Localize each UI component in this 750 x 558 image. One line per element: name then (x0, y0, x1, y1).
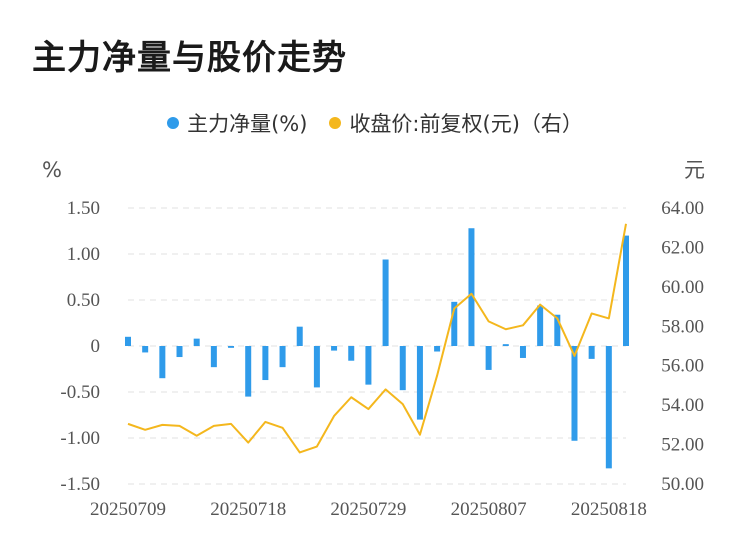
x-tick-label: 20250718 (210, 499, 286, 520)
right-tick-label: 58.00 (661, 316, 704, 337)
chart-title: 主力净量与股价走势 (32, 38, 347, 78)
net-flow-bar (434, 346, 441, 352)
right-tick-label: 50.00 (661, 474, 704, 495)
net-flow-bar (537, 305, 544, 346)
net-flow-bar (451, 301, 458, 346)
net-flow-bar (588, 346, 595, 359)
x-tick-label: 20250807 (451, 499, 527, 520)
legend-item-net-flow[interactable]: 主力净量(%) (167, 108, 307, 138)
net-flow-bar (245, 346, 252, 397)
left-tick-label: 0 (91, 336, 101, 357)
net-flow-bar (331, 346, 338, 351)
net-flow-bar (571, 346, 578, 441)
net-flow-bar (519, 346, 526, 358)
net-flow-bar (365, 346, 372, 385)
net-flow-bar (279, 346, 286, 368)
left-tick-label: -0.50 (60, 382, 100, 403)
grid-lines (128, 207, 626, 485)
net-flow-bar (399, 346, 406, 391)
legend-label-net-flow: 主力净量(%) (187, 112, 308, 136)
x-tick-label: 20250729 (330, 499, 406, 520)
net-flow-bar (193, 338, 200, 346)
net-flow-bar (176, 346, 183, 358)
net-flow-bar (210, 346, 217, 368)
left-axis-ticks: 1.50 1.00 0.50 0 -0.50 -1.00 -1.50 (60, 198, 100, 495)
net-flow-bar (313, 346, 320, 388)
net-flow-bar (382, 259, 389, 346)
net-flow-bar (416, 346, 423, 420)
net-flow-bar (502, 344, 509, 346)
close-price-line (127, 223, 627, 454)
right-tick-label: 52.00 (661, 435, 704, 456)
left-tick-label: -1.50 (60, 474, 100, 495)
left-tick-label: 0.50 (67, 290, 100, 311)
x-tick-label: 20250709 (90, 499, 166, 520)
net-flow-bar (605, 346, 612, 469)
bar-series (125, 228, 629, 469)
net-flow-bar (623, 235, 629, 346)
right-tick-label: 62.00 (661, 237, 704, 258)
net-flow-bar (348, 346, 355, 361)
right-axis-ticks: 64.00 62.00 60.00 58.00 56.00 54.00 52.00 50.00 (661, 198, 704, 495)
net-flow-bar (262, 346, 269, 381)
net-flow-bar (485, 346, 492, 370)
chart-legend: 主力净量(%) 收盘价:前复权(元)（右） (0, 108, 750, 138)
x-tick-label: 20250818 (571, 499, 647, 520)
left-tick-label: -1.00 (60, 428, 100, 449)
right-tick-label: 56.00 (661, 356, 704, 377)
net-flow-bar (125, 336, 131, 346)
net-flow-bar (468, 228, 475, 346)
legend-label-close-price: 收盘价:前复权(元)（右） (349, 112, 583, 136)
net-flow-bar (159, 346, 166, 379)
net-flow-bar (228, 346, 235, 348)
legend-item-close-price[interactable]: 收盘价:前复权(元)（右） (329, 108, 583, 138)
right-tick-label: 54.00 (661, 395, 704, 416)
right-tick-label: 64.00 (661, 198, 704, 219)
legend-line-marker (329, 117, 342, 129)
left-tick-label: 1.50 (67, 198, 100, 219)
left-tick-label: 1.00 (67, 244, 100, 265)
x-axis-ticks: 20250709 20250718 20250729 20250807 20250818 (90, 499, 647, 520)
net-flow-bar (296, 326, 303, 346)
right-tick-label: 60.00 (661, 277, 704, 298)
legend-bar-marker (167, 117, 180, 129)
net-flow-bar (142, 346, 149, 353)
left-axis-unit: % (42, 158, 62, 182)
right-axis-unit: 元 (684, 158, 705, 182)
line-series (127, 223, 627, 454)
net-flow-bar (554, 314, 561, 346)
